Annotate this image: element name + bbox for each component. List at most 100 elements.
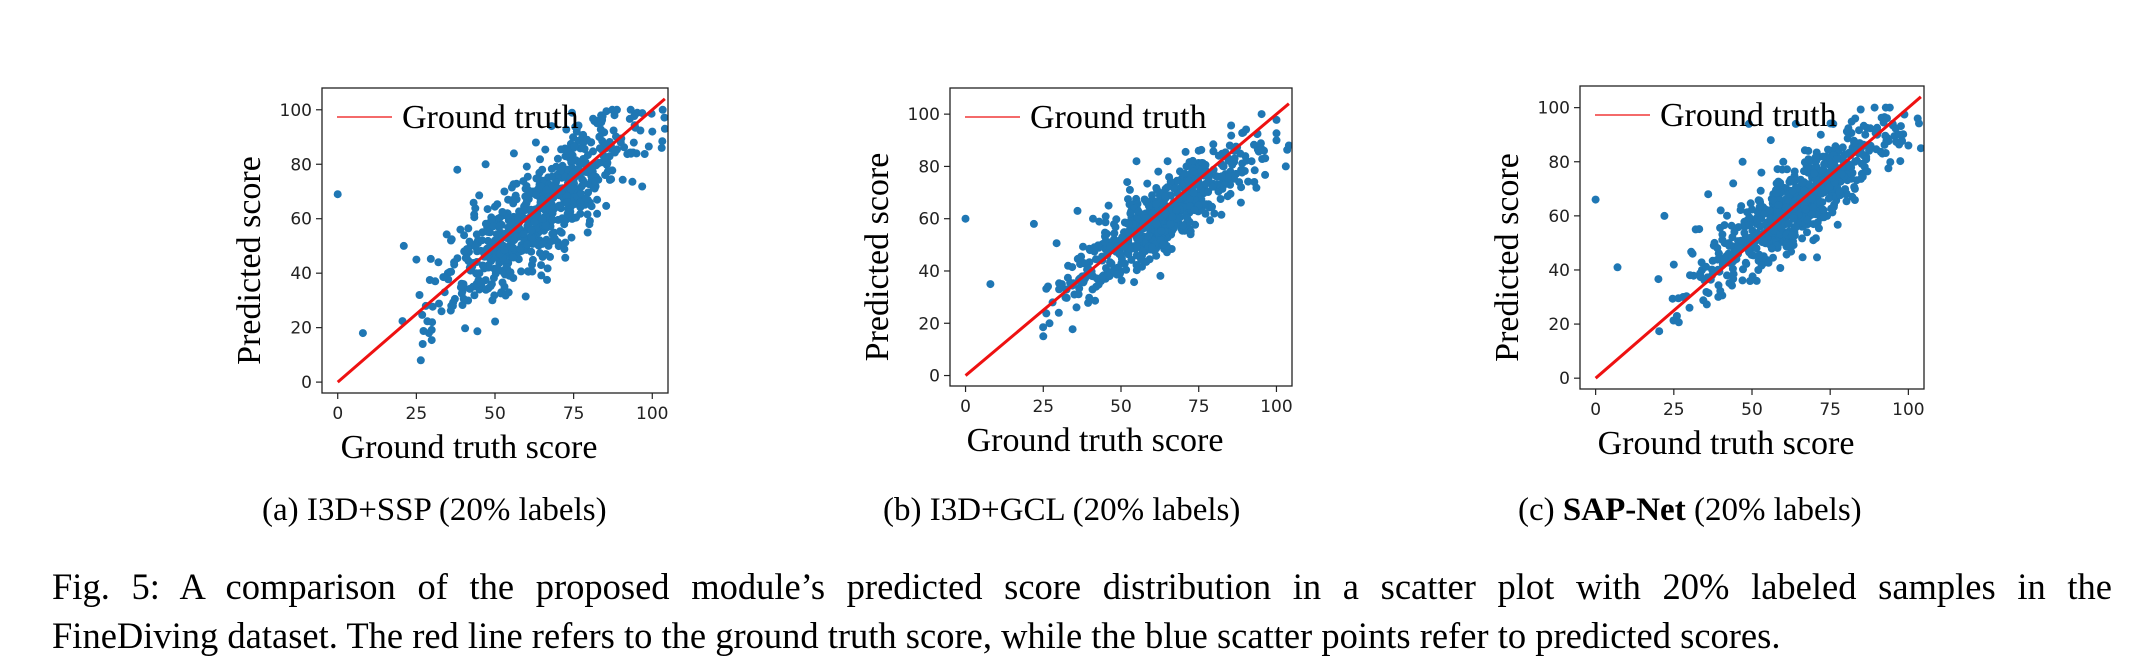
scatter-point xyxy=(1846,161,1855,170)
y-tick-label: 60 xyxy=(918,210,940,230)
scatter-point xyxy=(563,198,572,207)
scatter-point xyxy=(1117,259,1126,268)
scatter-point xyxy=(465,237,474,246)
scatter-point xyxy=(598,112,607,121)
scatter-point xyxy=(1166,220,1175,229)
scatter-point xyxy=(506,268,515,277)
scatter-point xyxy=(1724,239,1733,248)
x-tick-label: 0 xyxy=(1590,400,1601,420)
scatter-point xyxy=(555,201,564,210)
scatter-point xyxy=(1042,309,1051,318)
scatter-point xyxy=(548,216,557,224)
scatter-point xyxy=(1729,179,1738,188)
scatter-point xyxy=(1798,253,1807,262)
scatter-point xyxy=(1172,206,1181,214)
scatter-point xyxy=(1258,145,1267,154)
scatter-point xyxy=(1782,203,1791,212)
scatter-point xyxy=(358,329,367,338)
scatter-point xyxy=(1800,186,1809,195)
scatter-point xyxy=(1168,212,1177,221)
scatter-point xyxy=(527,233,536,242)
scatter-point xyxy=(512,179,521,188)
subcaption-a-text: (a) I3D+SSP (20% labels) xyxy=(262,492,607,528)
scatter-point xyxy=(1197,145,1206,154)
y-tick-label: 40 xyxy=(1548,261,1570,281)
scatter-point xyxy=(469,198,478,207)
scatter-point xyxy=(577,157,586,166)
scatter-point xyxy=(1811,234,1820,243)
scatter-point xyxy=(1106,242,1115,251)
scatter-point xyxy=(1852,176,1861,185)
scatter-point xyxy=(543,264,552,273)
scatter-point xyxy=(610,148,619,157)
scatter-point xyxy=(1837,170,1846,179)
scatter-point xyxy=(572,213,581,222)
scatter-point xyxy=(1153,186,1162,195)
y-tick-label: 100 xyxy=(280,101,312,121)
scatter-point xyxy=(1746,199,1755,208)
scatter-point xyxy=(1201,180,1210,188)
scatter-point xyxy=(1791,223,1800,232)
scatter-point xyxy=(657,143,666,152)
scatter-point xyxy=(1085,293,1094,302)
scatter-point xyxy=(556,167,565,175)
scatter-point xyxy=(1226,189,1235,198)
scatter-point xyxy=(1044,282,1052,291)
scatter-point xyxy=(561,238,570,247)
scatter-point xyxy=(1754,196,1763,205)
scatter-point xyxy=(1152,219,1161,228)
scatter-point xyxy=(1130,278,1139,287)
scatter-point xyxy=(563,209,572,218)
x-tick-label: 100 xyxy=(1892,400,1924,420)
scatter-point xyxy=(607,175,616,184)
scatter-point xyxy=(1879,118,1888,127)
scatter-point xyxy=(580,145,589,153)
scatter-point xyxy=(1156,271,1165,280)
scatter-point xyxy=(546,252,554,261)
scatter-point xyxy=(1654,275,1663,284)
scatter-point xyxy=(1720,221,1729,230)
scatter-plot-i3d-gcl: 0 25 50 75 100 0 20 40 60 80 100 Ground truth Ground… xyxy=(859,87,1293,459)
scatter-point xyxy=(595,132,604,141)
x-axis-label: Ground truth score xyxy=(1598,425,1855,462)
scatter-point xyxy=(1107,259,1116,268)
scatter-point xyxy=(986,280,995,289)
scatter-point xyxy=(524,267,533,276)
scatter-point xyxy=(1892,137,1901,146)
scatter-point xyxy=(561,253,570,262)
scatter-point xyxy=(416,356,425,365)
scatter-point xyxy=(541,221,550,230)
scatter-point xyxy=(1785,241,1794,250)
scatter-point xyxy=(1850,138,1859,147)
scatter-point xyxy=(1748,205,1756,214)
scatter-point xyxy=(1189,167,1198,176)
scatter-point xyxy=(1786,175,1795,184)
scatter-point xyxy=(1228,160,1237,169)
scatter-point xyxy=(1039,323,1048,332)
scatter-point xyxy=(1728,233,1737,242)
scatter-point xyxy=(628,177,637,186)
scatter-point xyxy=(538,214,547,223)
scatter-point xyxy=(1208,202,1216,211)
scatter-point xyxy=(1144,232,1153,240)
scatter-point xyxy=(1704,190,1713,199)
scatter-point xyxy=(1039,332,1048,341)
scatter-point xyxy=(557,228,566,237)
scatter-point xyxy=(1157,227,1166,235)
scatter-point xyxy=(1835,187,1844,196)
scatter-point xyxy=(574,121,583,130)
y-tick-label: 0 xyxy=(1559,369,1570,389)
scatter-point xyxy=(1669,260,1678,269)
scatter-point xyxy=(1850,183,1859,191)
scatter-point xyxy=(560,245,569,254)
scatter-point xyxy=(1237,183,1246,192)
scatter-point xyxy=(487,216,496,224)
scatter-point xyxy=(1163,157,1172,166)
scatter-point xyxy=(495,222,504,231)
scatter-points xyxy=(961,110,1292,341)
scatter-point xyxy=(1843,134,1852,143)
scatter-point xyxy=(553,154,562,163)
scatter-point xyxy=(1776,179,1785,187)
scatter-point xyxy=(1740,228,1749,237)
scatter-point xyxy=(578,132,587,141)
